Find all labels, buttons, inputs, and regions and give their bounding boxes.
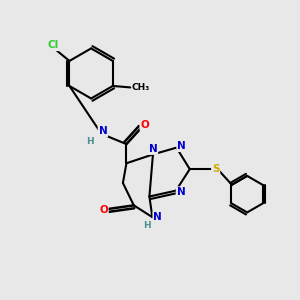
Text: N: N [153, 212, 162, 222]
Text: N: N [148, 144, 157, 154]
Text: O: O [99, 206, 108, 215]
Text: CH₃: CH₃ [132, 83, 150, 92]
Text: S: S [212, 164, 219, 174]
Text: N: N [177, 141, 186, 151]
Text: O: O [140, 120, 149, 130]
Text: N: N [176, 187, 185, 197]
Text: N: N [98, 126, 107, 136]
Text: H: H [86, 137, 94, 146]
Text: Cl: Cl [48, 40, 59, 50]
Text: H: H [143, 221, 150, 230]
